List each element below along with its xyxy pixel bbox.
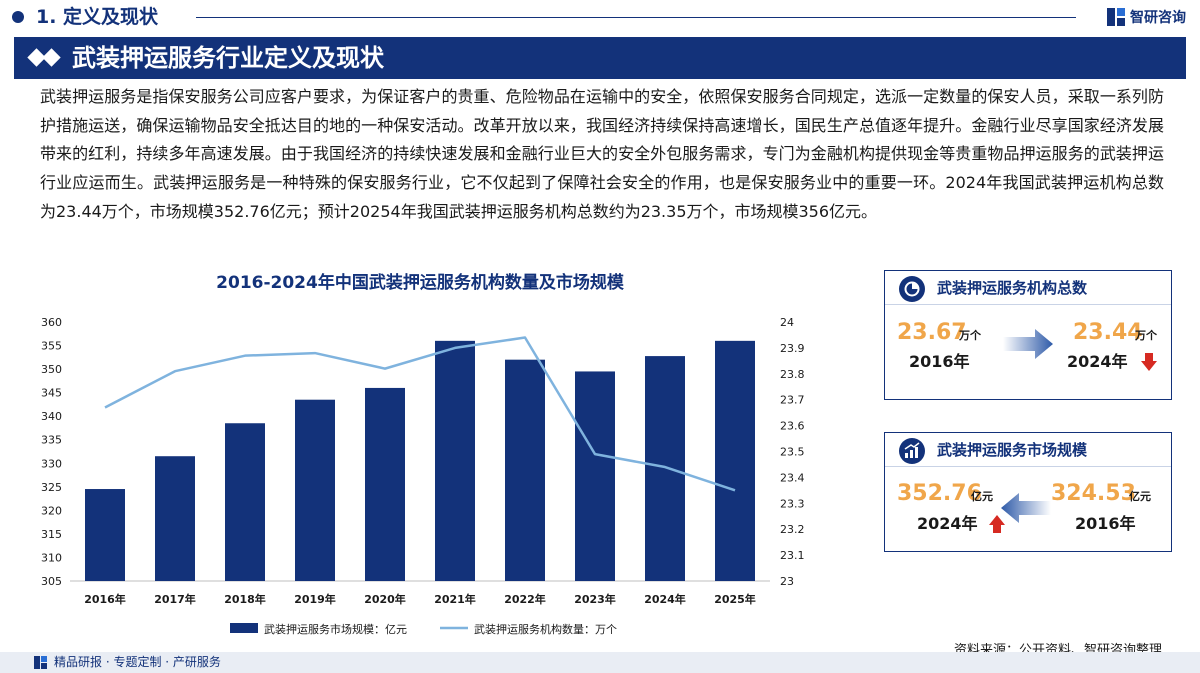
- page-title: 武装押运服务行业定义及现状: [72, 44, 384, 72]
- bar: [575, 371, 615, 581]
- bar: [715, 340, 755, 581]
- y-right-tick-label: 23.9: [780, 342, 805, 355]
- unit-2016: 亿元: [1129, 490, 1151, 503]
- y-left-tick-label: 355: [41, 340, 62, 353]
- card-market-size: 武装押运服务市场规模 352.76 亿元 2024年 324.53 亿元 201…: [884, 432, 1172, 552]
- section-label: 1. 定义及现状: [36, 6, 159, 28]
- bar: [365, 387, 405, 581]
- y-left-tick-label: 335: [41, 434, 62, 447]
- line-series-institutions: [104, 336, 736, 492]
- intro-paragraph: 武装押运服务是指保安服务公司应客户要求，为保证客户的贵重、危险物品在运输中的安全…: [40, 87, 1164, 221]
- combo-chart: 305 310 315 320 325 330 335 340 345 350 355 360 23 23…: [41, 316, 805, 636]
- y-right-tick-label: 23.2: [780, 523, 805, 536]
- header-divider: [196, 17, 1076, 18]
- unit-2016: 万个: [959, 329, 981, 342]
- value-2024: 352.76: [897, 481, 982, 506]
- bar-chart-icon: [899, 438, 925, 464]
- y-left-tick-label: 330: [41, 457, 62, 470]
- bar: [645, 356, 685, 581]
- title-banner: 武装押运服务行业定义及现状: [14, 37, 1186, 79]
- x-tick-label: 2016年: [84, 592, 126, 606]
- x-tick-label: 2025年: [714, 592, 756, 606]
- x-tick-label: 2024年: [644, 592, 686, 606]
- y-left-tick-label: 305: [41, 575, 62, 588]
- y-left-tick-label: 350: [41, 363, 62, 376]
- x-tick-label: 2021年: [434, 592, 476, 606]
- brand-name: 智研咨询: [1130, 10, 1186, 26]
- year-2024: 2024年: [917, 514, 978, 533]
- double-diamond-icon: [28, 49, 62, 67]
- y-right-tick-label: 23: [780, 575, 794, 588]
- y-left-tick-label: 325: [41, 481, 62, 494]
- value-2016: 23.67: [897, 320, 967, 345]
- top-bar: 1. 定义及现状 智研咨询: [0, 0, 1200, 34]
- x-tick-label: 2019年: [294, 592, 336, 606]
- x-tick-label: 2022年: [504, 592, 546, 606]
- bar: [85, 489, 125, 581]
- year-2016: 2016年: [909, 352, 970, 371]
- y-right-tick-label: 23.3: [780, 497, 805, 510]
- x-tick-label: 2018年: [224, 592, 266, 606]
- footer-bar: 精品研报 · 专题定制 · 产研服务: [0, 652, 1200, 673]
- y-left-tick-label: 360: [41, 316, 62, 329]
- value-2024: 23.44: [1073, 320, 1143, 345]
- x-tick-label: 2017年: [154, 592, 196, 606]
- y-left-tick-label: 320: [41, 504, 62, 517]
- unit-2024: 亿元: [971, 490, 993, 503]
- x-tick-label: 2023年: [574, 592, 616, 606]
- y-left-tick-label: 340: [41, 410, 62, 423]
- y-right-tick-label: 24: [780, 316, 794, 329]
- y-right-tick-label: 23.4: [780, 471, 805, 484]
- y-right-tick-label: 23.5: [780, 446, 805, 459]
- bar: [435, 340, 475, 581]
- y-left-tick-label: 345: [41, 387, 62, 400]
- footer-services: 精品研报 · 专题定制 · 产研服务: [54, 655, 221, 669]
- y-right-tick-label: 23.1: [780, 549, 805, 562]
- chart-title: 2016-2024年中国武装押运服务机构数量及市场规模: [216, 273, 624, 293]
- arrow-right-icon: [1003, 329, 1053, 359]
- value-2016: 324.53: [1051, 481, 1136, 506]
- legend-label-market-size: 武装押运服务市场规模：亿元: [264, 622, 407, 636]
- card-title: 武装押运服务市场规模: [937, 441, 1088, 459]
- section-bullet-icon: [12, 11, 24, 23]
- card-header: 武装押运服务机构总数: [885, 271, 1171, 305]
- y-left-tick-label: 310: [41, 551, 62, 564]
- y-right-tick-label: 23.8: [780, 368, 805, 381]
- card-title: 武装押运服务机构总数: [937, 279, 1088, 297]
- footer-logo-icon: [34, 656, 47, 669]
- bar: [295, 399, 335, 581]
- unit-2024: 万个: [1135, 329, 1157, 342]
- bar: [225, 423, 265, 581]
- y-left-tick-label: 315: [41, 528, 62, 541]
- card-header: 武装押运服务市场规模: [885, 433, 1171, 467]
- year-2024: 2024年: [1067, 352, 1128, 371]
- x-tick-label: 2020年: [364, 592, 406, 606]
- pie-chart-icon: [899, 276, 925, 302]
- year-2016: 2016年: [1075, 514, 1136, 533]
- down-arrow-icon: [1141, 353, 1157, 371]
- bar: [505, 359, 545, 581]
- brand-logo-icon: [1107, 8, 1125, 26]
- legend-swatch-bar: [230, 623, 258, 633]
- card-institution-count: 武装押运服务机构总数 23.67 万个 2016年 23.44 万个 2024年: [884, 270, 1172, 400]
- y-right-tick-label: 23.7: [780, 394, 805, 407]
- brand: 智研咨询: [1107, 6, 1186, 28]
- up-arrow-icon: [989, 515, 1005, 533]
- legend-label-institution-count: 武装押运服务机构数量：万个: [474, 622, 617, 636]
- y-right-tick-label: 23.6: [780, 420, 805, 433]
- arrow-left-icon: [1001, 493, 1051, 523]
- bar: [155, 456, 195, 581]
